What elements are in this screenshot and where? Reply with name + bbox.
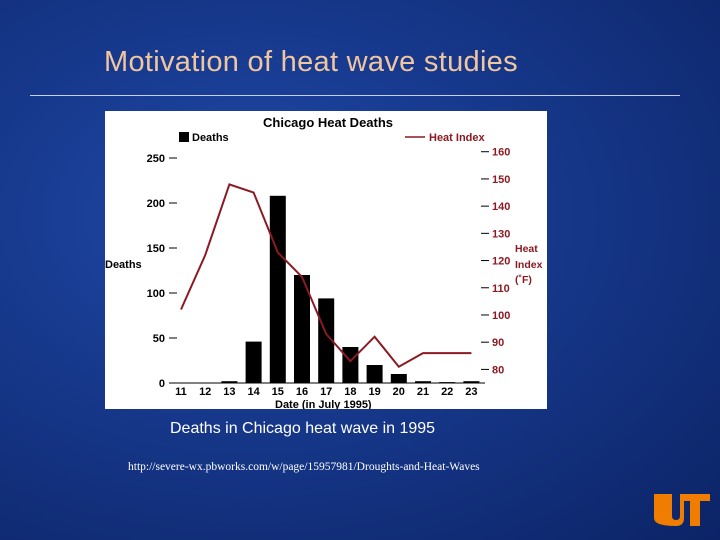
bar-18 (342, 347, 359, 383)
y2-tick-label-140: 140 (492, 201, 510, 213)
y-axis-label: Deaths (105, 259, 142, 271)
y-tick-label-100: 100 (147, 288, 165, 300)
legend-heat-index-label: Heat Index (429, 132, 486, 144)
bar-22 (439, 382, 456, 383)
y2-tick-label-150: 150 (492, 174, 510, 186)
y2-axis-label-line-1: Heat (515, 243, 538, 255)
x-tick-label-19: 19 (368, 386, 380, 398)
bar-14 (245, 341, 262, 383)
bar-20 (390, 374, 407, 383)
x-tick-label-15: 15 (272, 386, 284, 398)
ut-logo-u (654, 494, 684, 526)
bar-19 (366, 365, 383, 383)
x-tick-label-23: 23 (465, 386, 477, 398)
deaths-axis-ticks: 0 50 100 150 200 250 (147, 153, 177, 390)
heat-index-line (180, 183, 472, 368)
y-tick-label-200: 200 (147, 198, 165, 210)
bar-23 (463, 381, 480, 383)
y-tick-label-0: 0 (159, 378, 165, 390)
y-tick-label-50: 50 (153, 333, 165, 345)
chart-title: Chicago Heat Deaths (263, 115, 393, 130)
x-tick-label-18: 18 (344, 386, 356, 398)
x-tick-label-20: 20 (393, 386, 405, 398)
title-divider (30, 95, 680, 96)
legend-deaths-swatch (179, 132, 189, 142)
bar-13 (221, 381, 238, 383)
y2-tick-label-110: 110 (492, 283, 510, 295)
ut-logo-t (682, 494, 710, 526)
source-url[interactable]: http://severe-wx.pbworks.com/w/page/1595… (128, 461, 480, 473)
slide-title: Motivation of heat wave studies (104, 46, 518, 78)
y-tick-label-250: 250 (147, 153, 165, 165)
x-tick-label-14: 14 (247, 386, 260, 398)
chicago-heat-deaths-chart: Chicago Heat Deaths Deaths Heat Index De… (105, 115, 543, 411)
x-tick-label-21: 21 (417, 386, 429, 398)
y2-tick-label-120: 120 (492, 256, 510, 268)
legend-deaths-label: Deaths (192, 132, 229, 144)
ut-logo (654, 494, 710, 526)
x-tick-label-16: 16 (296, 386, 308, 398)
y2-tick-label-130: 130 (492, 228, 510, 240)
y2-tick-label-80: 80 (492, 364, 504, 376)
bar-16 (294, 275, 310, 383)
deaths-bars (221, 195, 480, 383)
y2-tick-label-160: 160 (492, 147, 510, 159)
x-tick-label-11: 11 (175, 386, 187, 398)
y2-tick-label-100: 100 (492, 310, 510, 322)
y-tick-label-150: 150 (147, 243, 165, 255)
bar-17 (318, 298, 335, 383)
y2-axis-label-line-3: (˚F) (515, 274, 532, 286)
x-tick-label-17: 17 (320, 386, 332, 398)
y2-tick-label-90: 90 (492, 337, 504, 349)
chart-panel: Chicago Heat Deaths Deaths Heat Index De… (105, 111, 547, 411)
y2-axis-label-line-2: Index (515, 259, 543, 271)
heat-index-axis-ticks: 80 90 100 110 120 130 140 150 160 (481, 147, 510, 376)
x-tick-label-13: 13 (223, 386, 235, 398)
x-axis-label: Date (in July 1995) (275, 399, 372, 409)
x-tick-label-22: 22 (441, 386, 453, 398)
bar-21 (415, 381, 431, 383)
bar-15 (269, 195, 286, 383)
date-axis-ticks: 11 12 13 14 15 16 17 18 19 20 21 22 23 (175, 386, 477, 398)
x-tick-label-12: 12 (199, 386, 211, 398)
chart-caption: Deaths in Chicago heat wave in 1995 (170, 420, 436, 437)
